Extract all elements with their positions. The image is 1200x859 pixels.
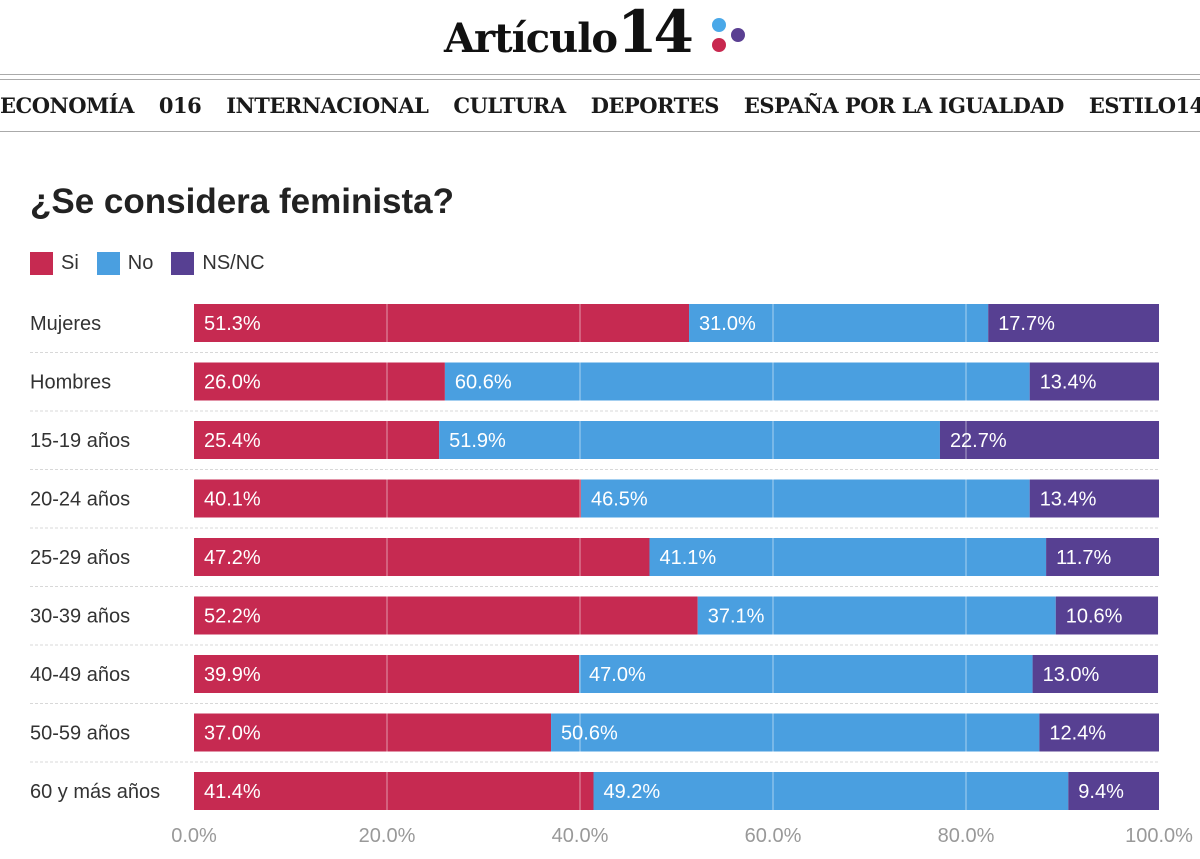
logo-dot-blue [712, 18, 726, 32]
x-tick-label: 40.0% [552, 825, 609, 847]
data-label: 51.3% [204, 313, 261, 335]
site-logo[interactable]: Artículo14 [0, 0, 1200, 74]
data-label: 41.4% [204, 781, 261, 803]
data-label: 40.1% [204, 489, 261, 511]
logo-dot-purple [731, 28, 745, 42]
data-label: 13.4% [1040, 372, 1097, 394]
data-label: 9.4% [1078, 781, 1124, 803]
data-label: 47.0% [589, 664, 646, 686]
nav-item-6[interactable]: ESTILO14 [1088, 93, 1200, 118]
data-label: 37.0% [204, 723, 261, 745]
bar-segment-no [689, 304, 989, 342]
legend-swatch-0 [30, 252, 53, 275]
data-label: 47.2% [204, 547, 261, 569]
category-label: 30-39 años [30, 606, 130, 628]
bar-segment-si [194, 479, 581, 518]
data-label: 52.2% [204, 606, 261, 628]
data-label: 13.0% [1043, 664, 1100, 686]
x-tick-label: 20.0% [359, 825, 416, 847]
data-label: 60.6% [455, 372, 512, 394]
bar-segment-si [194, 596, 698, 635]
logo-wordmark: Artículo14 [444, 0, 694, 66]
nav-divider-bottom [0, 131, 1200, 132]
legend-swatch-2 [171, 252, 195, 275]
x-tick-label: 60.0% [745, 825, 802, 847]
category-label: 50-59 años [30, 723, 130, 745]
bar-segment-si [194, 655, 580, 693]
data-label: 12.4% [1049, 723, 1106, 745]
bar-segment-no [580, 479, 1030, 518]
category-label: 25-29 años [30, 547, 130, 569]
data-label: 13.4% [1040, 489, 1097, 511]
header-divider-second [0, 79, 1200, 80]
nav-item-0[interactable]: ECONOMÍA [0, 93, 134, 118]
x-tick-label: 100.0% [1125, 825, 1193, 847]
category-label: 40-49 años [30, 664, 130, 686]
header-divider-top [0, 74, 1200, 75]
category-label: 15-19 años [30, 430, 130, 452]
legend-item-2: NS/NC [171, 252, 265, 275]
bar-segment-no [551, 713, 1040, 752]
data-label: 17.7% [998, 313, 1055, 335]
x-tick-label: 0.0% [171, 825, 217, 847]
bar-segment-nsnc [1039, 713, 1159, 752]
bar-segment-nsnc [1029, 479, 1159, 518]
data-label: 49.2% [604, 781, 661, 803]
legend-label-2: NS/NC [202, 252, 265, 274]
bar-segment-no [579, 655, 1033, 693]
chart-title: ¿Se considera feminista? [30, 182, 455, 221]
data-label: 26.0% [204, 372, 261, 394]
bar-segment-no [439, 421, 940, 459]
logo-dot-red [712, 38, 726, 52]
legend-swatch-1 [96, 252, 120, 275]
bar-segment-si [194, 713, 552, 752]
data-label: 39.9% [204, 664, 261, 686]
legend-item-1: No [96, 252, 154, 275]
x-tick-label: 80.0% [938, 825, 995, 847]
data-label: 25.4% [204, 430, 261, 452]
nav-item-3[interactable]: CULTURA [453, 93, 566, 118]
main-nav: ECONOMÍA 016 INTERNACIONAL CULTURA DEPORTES E… [0, 80, 1200, 131]
data-label: 46.5% [591, 489, 648, 511]
chart-legend: Si No NS/NC [30, 252, 265, 275]
legend-label-1: No [127, 252, 154, 274]
data-label: 50.6% [561, 723, 618, 745]
legend-label-0: Si [61, 252, 79, 274]
bar-segment-si [194, 304, 690, 342]
bar-segment-no [593, 772, 1069, 810]
category-label: Mujeres [30, 313, 101, 335]
nav-item-2[interactable]: INTERNACIONAL [226, 93, 429, 118]
data-label: 51.9% [449, 430, 506, 452]
bar-segment-si [194, 772, 594, 810]
nav-item-5[interactable]: ESPAÑA POR LA IGUALDAD [743, 93, 1064, 118]
bar-segment-si [194, 421, 440, 459]
bar-segment-nsnc [1032, 655, 1159, 693]
bar-segment-nsnc [988, 304, 1159, 342]
bar-segment-nsnc [1068, 772, 1159, 810]
data-label: 22.7% [950, 430, 1007, 452]
nav-item-1[interactable]: 016 [158, 93, 202, 118]
legend-item-0: Si [30, 252, 79, 275]
bar-segment-si [194, 362, 445, 401]
category-label: 60 y más años [30, 781, 160, 803]
nav-item-4[interactable]: DEPORTES [590, 93, 720, 118]
data-label: 10.6% [1066, 606, 1123, 628]
bar-segment-nsnc [939, 421, 1159, 459]
bar-segment-no [444, 362, 1030, 401]
data-label: 11.7% [1056, 547, 1111, 569]
data-label: 41.1% [659, 547, 716, 569]
bar-segment-si [194, 538, 650, 576]
category-label: 20-24 años [30, 489, 130, 511]
bar-segment-no [697, 596, 1056, 635]
data-label: 31.0% [699, 313, 756, 335]
bar-segment-no [649, 538, 1047, 576]
bar-segment-nsnc [1046, 538, 1159, 576]
data-label: 37.1% [708, 606, 765, 628]
category-label: Hombres [30, 372, 111, 394]
bar-segment-nsnc [1055, 596, 1159, 635]
stacked-bar-chart: Mujeres 51.3% 31.0% 17.7% Hombres 26.0% 60.6% 1… [30, 295, 1193, 847]
bar-segment-nsnc [1029, 362, 1159, 401]
